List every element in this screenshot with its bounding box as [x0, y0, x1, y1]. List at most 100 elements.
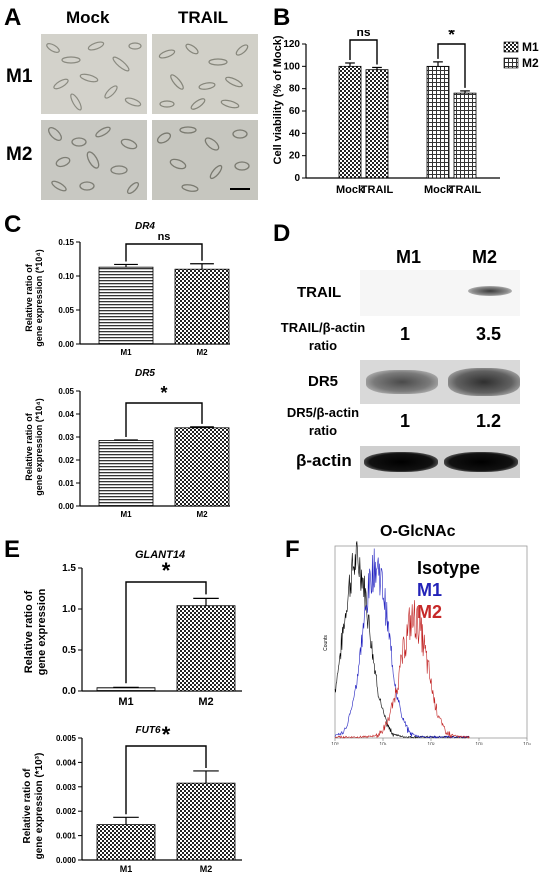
chart-e-fut6-sig-label: *	[162, 722, 171, 747]
blot-dr5-ratio-m1: 1	[400, 411, 411, 431]
chart-f-xtick-label-3: 10³	[475, 742, 483, 745]
legend-b-m2-swatch	[503, 57, 519, 69]
chart-e-fut6-g-ytick-label-0: 0.000	[56, 856, 77, 865]
blot-dr5-band-m1	[366, 370, 438, 394]
blot-dr5-ratio-label-2: ratio	[308, 423, 338, 438]
chart-e-glant-g-ytick-label-1: 0.5	[62, 645, 76, 656]
chart-e-glant14-ylabel-2: gene expression	[36, 588, 48, 675]
blot-dr5	[360, 360, 520, 404]
chart-b-g-ytick-label-2: 40	[289, 128, 301, 139]
chart-b-g-cat-label-2: Mock	[424, 184, 453, 196]
chart-c-dr5-g-ytick-label-2: 0.02	[58, 456, 74, 465]
chart-c-dr4-g-ytick-label-1: 0.05	[58, 306, 74, 315]
chart-e-fut6-title: FUT6	[136, 725, 161, 736]
chart-b-sig-star-bracket	[437, 43, 466, 88]
chart-f-title: O-GlcNAc	[380, 523, 456, 540]
chart-b-sig-ns-bracket	[349, 39, 378, 65]
chart-c-dr4-g-ytick-label-3: 0.15	[58, 238, 74, 247]
chart-b-g-ytick-label-1: 20	[289, 151, 301, 162]
chart-c-dr5-g-ytick-label-3: 0.03	[58, 433, 74, 442]
chart-b-g-ytick-label-3: 60	[289, 106, 301, 117]
micrograph-m1-mock-cells	[46, 41, 142, 111]
chart-e-glant14-title: GLANT14	[135, 549, 185, 561]
chart-e-glant14-ylabel-1: Relative ratio of	[23, 590, 35, 673]
micrograph-m2-trail-cells	[156, 126, 250, 192]
chart-f-xtick-label-4: 10⁴	[523, 742, 531, 745]
chart-b-g-bar-3	[453, 92, 477, 179]
chart-b-g-cat-label-0: Mock	[336, 184, 365, 196]
panel-letter-e: E	[4, 536, 21, 563]
micrograph-m1-mock	[41, 34, 147, 114]
chart-b-g-ytick-label-6: 120	[283, 39, 300, 50]
chart-f-legend-isotype: Isotype	[417, 558, 480, 578]
blot-label-trail: TRAIL	[297, 284, 342, 301]
chart-c-dr5-g-ytick-label-0: 0.00	[58, 502, 74, 511]
chart-b-g-ytick-label-5: 100	[283, 61, 300, 72]
micrograph-m1-trail	[152, 34, 258, 114]
chart-b-g-bar-2	[426, 65, 450, 179]
chart-b-g-cat-label-1: TRAIL	[361, 184, 394, 196]
chart-c-dr4-g-cat-label-0: M1	[120, 348, 132, 357]
panel-a-row-m1: M1	[6, 66, 33, 87]
blot-trail	[360, 270, 520, 316]
blot-trail-ratio-m2: 3.5	[476, 324, 502, 344]
chart-e-glant-g-bar-1	[176, 605, 236, 692]
panel-a-col-trail: TRAIL	[178, 8, 229, 27]
panel-a-row-m2: M2	[6, 144, 33, 165]
chart-e-fut6-g-ytick-label-2: 0.002	[56, 807, 77, 816]
chart-e-fut6-g-bar-0	[96, 824, 156, 861]
micrograph-m2-mock	[41, 120, 147, 200]
panel-letter-f: F	[285, 536, 300, 563]
chart-c-dr5-g-ytick-label-4: 0.04	[58, 410, 74, 419]
chart-b-g-bar-0	[338, 65, 362, 179]
panel-letter-c: C	[4, 211, 22, 238]
chart-f-legend-m1: M1	[417, 580, 442, 600]
chart-c-dr5-title: DR5	[135, 368, 155, 379]
legend-b-m1-swatch	[503, 41, 519, 53]
chart-c-dr5-g-cat-label-1: M2	[196, 510, 208, 519]
chart-e-glant-g-cat-label-0: M1	[118, 696, 133, 708]
chart-e-glant-g-ytick-label-3: 1.5	[62, 563, 76, 574]
blot-label-dr5: DR5	[308, 373, 339, 390]
chart-b-g-bar-1	[365, 69, 389, 179]
chart-f-ylabel: Counts	[323, 635, 329, 651]
chart-e-fut6-g-ytick-label-1: 0.001	[56, 832, 77, 841]
chart-c-dr5-sig-bracket	[125, 402, 203, 437]
chart-c-dr4: 0.00 0.05 0.10 0.15 M1 M2 ns DR4 Relative rati…	[24, 221, 230, 357]
chart-e-glant-g-cat-label-1: M2	[198, 696, 213, 708]
chart-f-xtick-label-2: 10²	[427, 742, 435, 745]
chart-e-glant14-sig-label: *	[162, 558, 171, 583]
chart-c-dr5-sig-label: *	[160, 383, 167, 403]
legend-b-m1-label: M1	[522, 40, 539, 54]
chart-e-glant-g-ytick-label-2: 1.0	[62, 604, 76, 615]
chart-b-g-ytick-label-0: 0	[294, 173, 300, 184]
chart-c-dr5-ylabel-2: gene expression (*10⁴)	[34, 398, 44, 496]
chart-c-dr4-g-cat-label-1: M2	[196, 348, 208, 357]
blot-actin-band-m1	[364, 452, 438, 472]
micrograph-m1-trail-cells	[158, 43, 249, 110]
chart-f: 10⁰ 10¹ 10² 10³ 10⁴ Counts Isotype M1 M2	[323, 541, 531, 745]
chart-c-dr4-g-ytick-label-0: 0.00	[58, 340, 74, 349]
chart-c-dr4-sig-bracket	[125, 243, 203, 262]
panel-a-col-mock: Mock	[66, 8, 110, 27]
panel-letter-a: A	[4, 4, 22, 31]
chart-c-dr4-sig-label: ns	[158, 231, 171, 243]
chart-c-dr4-ylabel-2: gene expression (*10⁴)	[34, 249, 44, 347]
blot-trail-band-m2	[468, 286, 512, 296]
blot-trail-ratio-label-1: TRAIL/β-actin	[280, 320, 366, 335]
chart-c-dr4-g-bar-0	[98, 266, 154, 345]
blot-col-m1: M1	[396, 247, 422, 267]
chart-f-legend-m2: M2	[417, 602, 442, 622]
chart-c-dr4-plot: 0.00 0.05 0.10 0.15 M1 M2 ns	[58, 231, 230, 357]
chart-e-fut6-g-cat-label-0: M1	[120, 864, 133, 874]
scale-bar	[230, 188, 250, 190]
chart-e-fut6-g-ytick-label-3: 0.003	[56, 783, 77, 792]
chart-e-fut6-sig-bracket	[125, 745, 207, 815]
chart-c-dr5-g-bar-0	[98, 440, 154, 507]
chart-e-fut6-ylabel-1: Relative ratio of	[22, 768, 33, 844]
chart-e-fut6-g-ytick-label-4: 0.004	[56, 758, 77, 767]
blot-dr5-ratio-m2: 1.2	[476, 411, 502, 431]
chart-e-glant-g-ytick-label-0: 0.0	[62, 686, 76, 697]
chart-b-sig-star-label: *	[448, 30, 455, 44]
